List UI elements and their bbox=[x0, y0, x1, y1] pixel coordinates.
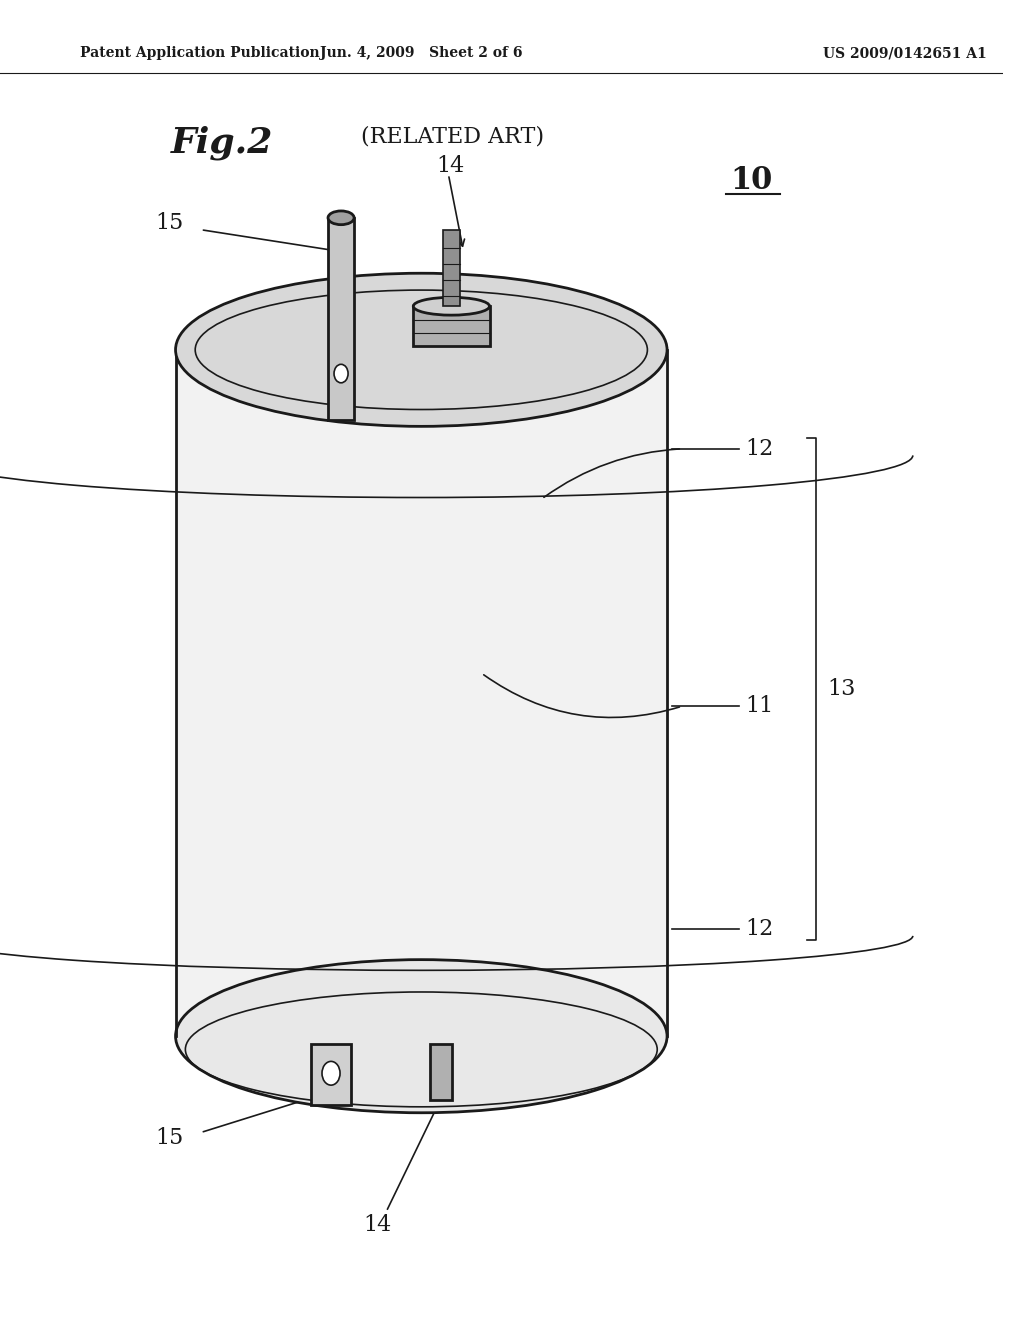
Polygon shape bbox=[430, 1044, 453, 1100]
Text: Fig.2: Fig.2 bbox=[171, 125, 273, 160]
Polygon shape bbox=[442, 230, 460, 306]
Text: 15: 15 bbox=[156, 1127, 183, 1148]
Circle shape bbox=[334, 364, 348, 383]
Polygon shape bbox=[414, 306, 489, 346]
Ellipse shape bbox=[328, 211, 354, 224]
Ellipse shape bbox=[414, 297, 489, 315]
Text: Patent Application Publication: Patent Application Publication bbox=[80, 46, 319, 61]
Text: 12: 12 bbox=[745, 438, 773, 459]
Text: 10: 10 bbox=[730, 165, 772, 195]
Text: 13: 13 bbox=[827, 678, 856, 700]
Polygon shape bbox=[175, 350, 667, 1036]
Text: (RELATED ART): (RELATED ART) bbox=[361, 125, 544, 148]
Text: 11: 11 bbox=[745, 696, 773, 717]
Text: 14: 14 bbox=[436, 156, 465, 177]
Circle shape bbox=[322, 1061, 340, 1085]
Text: Jun. 4, 2009   Sheet 2 of 6: Jun. 4, 2009 Sheet 2 of 6 bbox=[321, 46, 522, 61]
Text: 14: 14 bbox=[364, 1214, 391, 1236]
Polygon shape bbox=[311, 1044, 351, 1105]
Ellipse shape bbox=[175, 273, 667, 426]
Text: US 2009/0142651 A1: US 2009/0142651 A1 bbox=[822, 46, 986, 61]
Text: 12: 12 bbox=[745, 919, 773, 940]
Ellipse shape bbox=[175, 960, 667, 1113]
Text: 15: 15 bbox=[156, 213, 183, 234]
Polygon shape bbox=[328, 218, 354, 420]
